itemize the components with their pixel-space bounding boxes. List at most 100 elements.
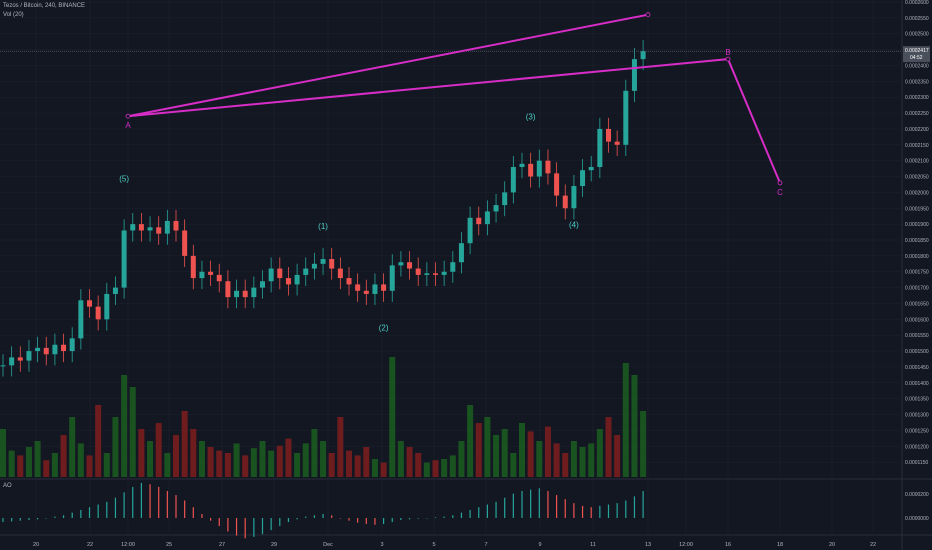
candle-body: [415, 268, 421, 275]
x-tick-label: Dec: [323, 542, 333, 548]
volume-bar: [527, 431, 534, 477]
candle-body: [337, 268, 343, 279]
ao-bar: [253, 518, 255, 537]
candle-body: [623, 90, 629, 145]
candle-body: [606, 128, 611, 142]
y-tick-label: 0.0001650: [905, 301, 929, 307]
volume-bar: [579, 447, 586, 477]
volume-bar: [596, 429, 603, 477]
y-tick-label: 0.0002050: [905, 175, 929, 181]
volume-bar: [562, 453, 569, 477]
volume-bar: [441, 459, 448, 477]
volume-bar: [588, 443, 595, 477]
candle-body: [52, 344, 58, 355]
ao-bar: [581, 505, 584, 518]
volume-bar: [371, 459, 378, 477]
volume-bar: [544, 426, 551, 477]
ao-bar: [210, 518, 212, 521]
ao-bar: [11, 518, 13, 522]
ao-bar: [391, 518, 393, 523]
volume-bar: [484, 417, 491, 477]
ao-bar: [313, 515, 315, 518]
projection-point: [645, 12, 651, 18]
volume-bar: [129, 387, 136, 477]
y-tick-label: 0.0002000: [905, 190, 929, 196]
volume-bar: [510, 453, 517, 477]
ao-bar: [434, 517, 437, 518]
volume-indicator-label: Vol (20): [3, 12, 24, 18]
x-tick-label: 9: [538, 542, 541, 548]
ao-bar: [460, 512, 463, 518]
x-tick-label: 12:00: [121, 542, 135, 548]
y-tick-label: 0.0001350: [905, 397, 929, 403]
volume-bar: [242, 455, 249, 477]
candle-body: [199, 271, 205, 279]
candle-body: [61, 344, 67, 352]
candle-body: [251, 287, 257, 298]
volume-bar: [406, 447, 413, 477]
ao-bar: [166, 491, 168, 518]
volume-bar: [8, 450, 15, 477]
wave-label: (4): [569, 220, 579, 229]
candle-body: [104, 293, 110, 320]
volume-bar: [60, 435, 67, 477]
x-tick-label: 12:00: [679, 542, 693, 548]
abc-projection-line: [127, 13, 781, 184]
ao-bar: [348, 518, 350, 521]
volume-bar: [112, 417, 119, 477]
y-tick-label: 0.0001900: [905, 222, 929, 228]
ao-bar: [296, 518, 298, 520]
volume-bar: [467, 405, 474, 477]
candle-body: [303, 268, 309, 275]
y-tick-label: 0.0002550: [905, 16, 929, 22]
volume-bar: [181, 411, 188, 477]
volume-bar: [17, 455, 24, 477]
ao-bar: [607, 504, 610, 518]
candle-body: [17, 357, 23, 361]
volume-bar: [475, 423, 482, 477]
ao-bar: [599, 505, 601, 518]
x-tick-label: 18: [777, 542, 783, 548]
y-tick-label: 0.0001150: [905, 460, 928, 466]
ao-bar: [504, 497, 506, 518]
projection-point: [777, 180, 783, 186]
current-price-box: [903, 46, 930, 63]
volume-bar: [320, 441, 327, 477]
wave-label: (1): [318, 222, 328, 231]
candle-body: [87, 300, 92, 307]
ao-bar: [149, 484, 151, 518]
ao-tick-label: 0.0000000: [905, 516, 929, 522]
candle-body: [571, 186, 577, 209]
x-tick-label: 16: [725, 542, 731, 548]
ao-bar: [45, 518, 47, 519]
y-tick-label: 0.0002350: [905, 79, 929, 85]
volume-bar: [138, 429, 145, 477]
candle-body: [372, 284, 378, 294]
ao-bar: [279, 518, 281, 527]
candle-body: [502, 192, 508, 206]
ao-bar: [469, 509, 471, 518]
wave-label: (3): [526, 112, 536, 121]
volume-bar: [432, 460, 439, 477]
volume-bar: [389, 357, 396, 477]
volume-bar: [259, 441, 266, 477]
candle-body: [381, 284, 387, 291]
x-tick-label: 29: [271, 542, 277, 548]
y-tick-label: 0.0001800: [905, 254, 929, 260]
candle-body: [433, 273, 438, 275]
candle-body: [43, 347, 49, 355]
candle-body: [441, 271, 447, 275]
volume-bar: [458, 441, 465, 477]
ao-bar: [305, 516, 307, 518]
candle-body: [225, 281, 231, 298]
candle-body: [268, 268, 274, 282]
candle-body: [493, 205, 499, 212]
ao-bar: [54, 516, 56, 518]
ao-bar: [339, 518, 341, 519]
x-tick-label: 25: [166, 542, 172, 548]
candle-body: [355, 284, 361, 291]
ao-bar: [538, 488, 540, 518]
candle-body: [190, 255, 196, 279]
volume-bar: [328, 453, 335, 477]
